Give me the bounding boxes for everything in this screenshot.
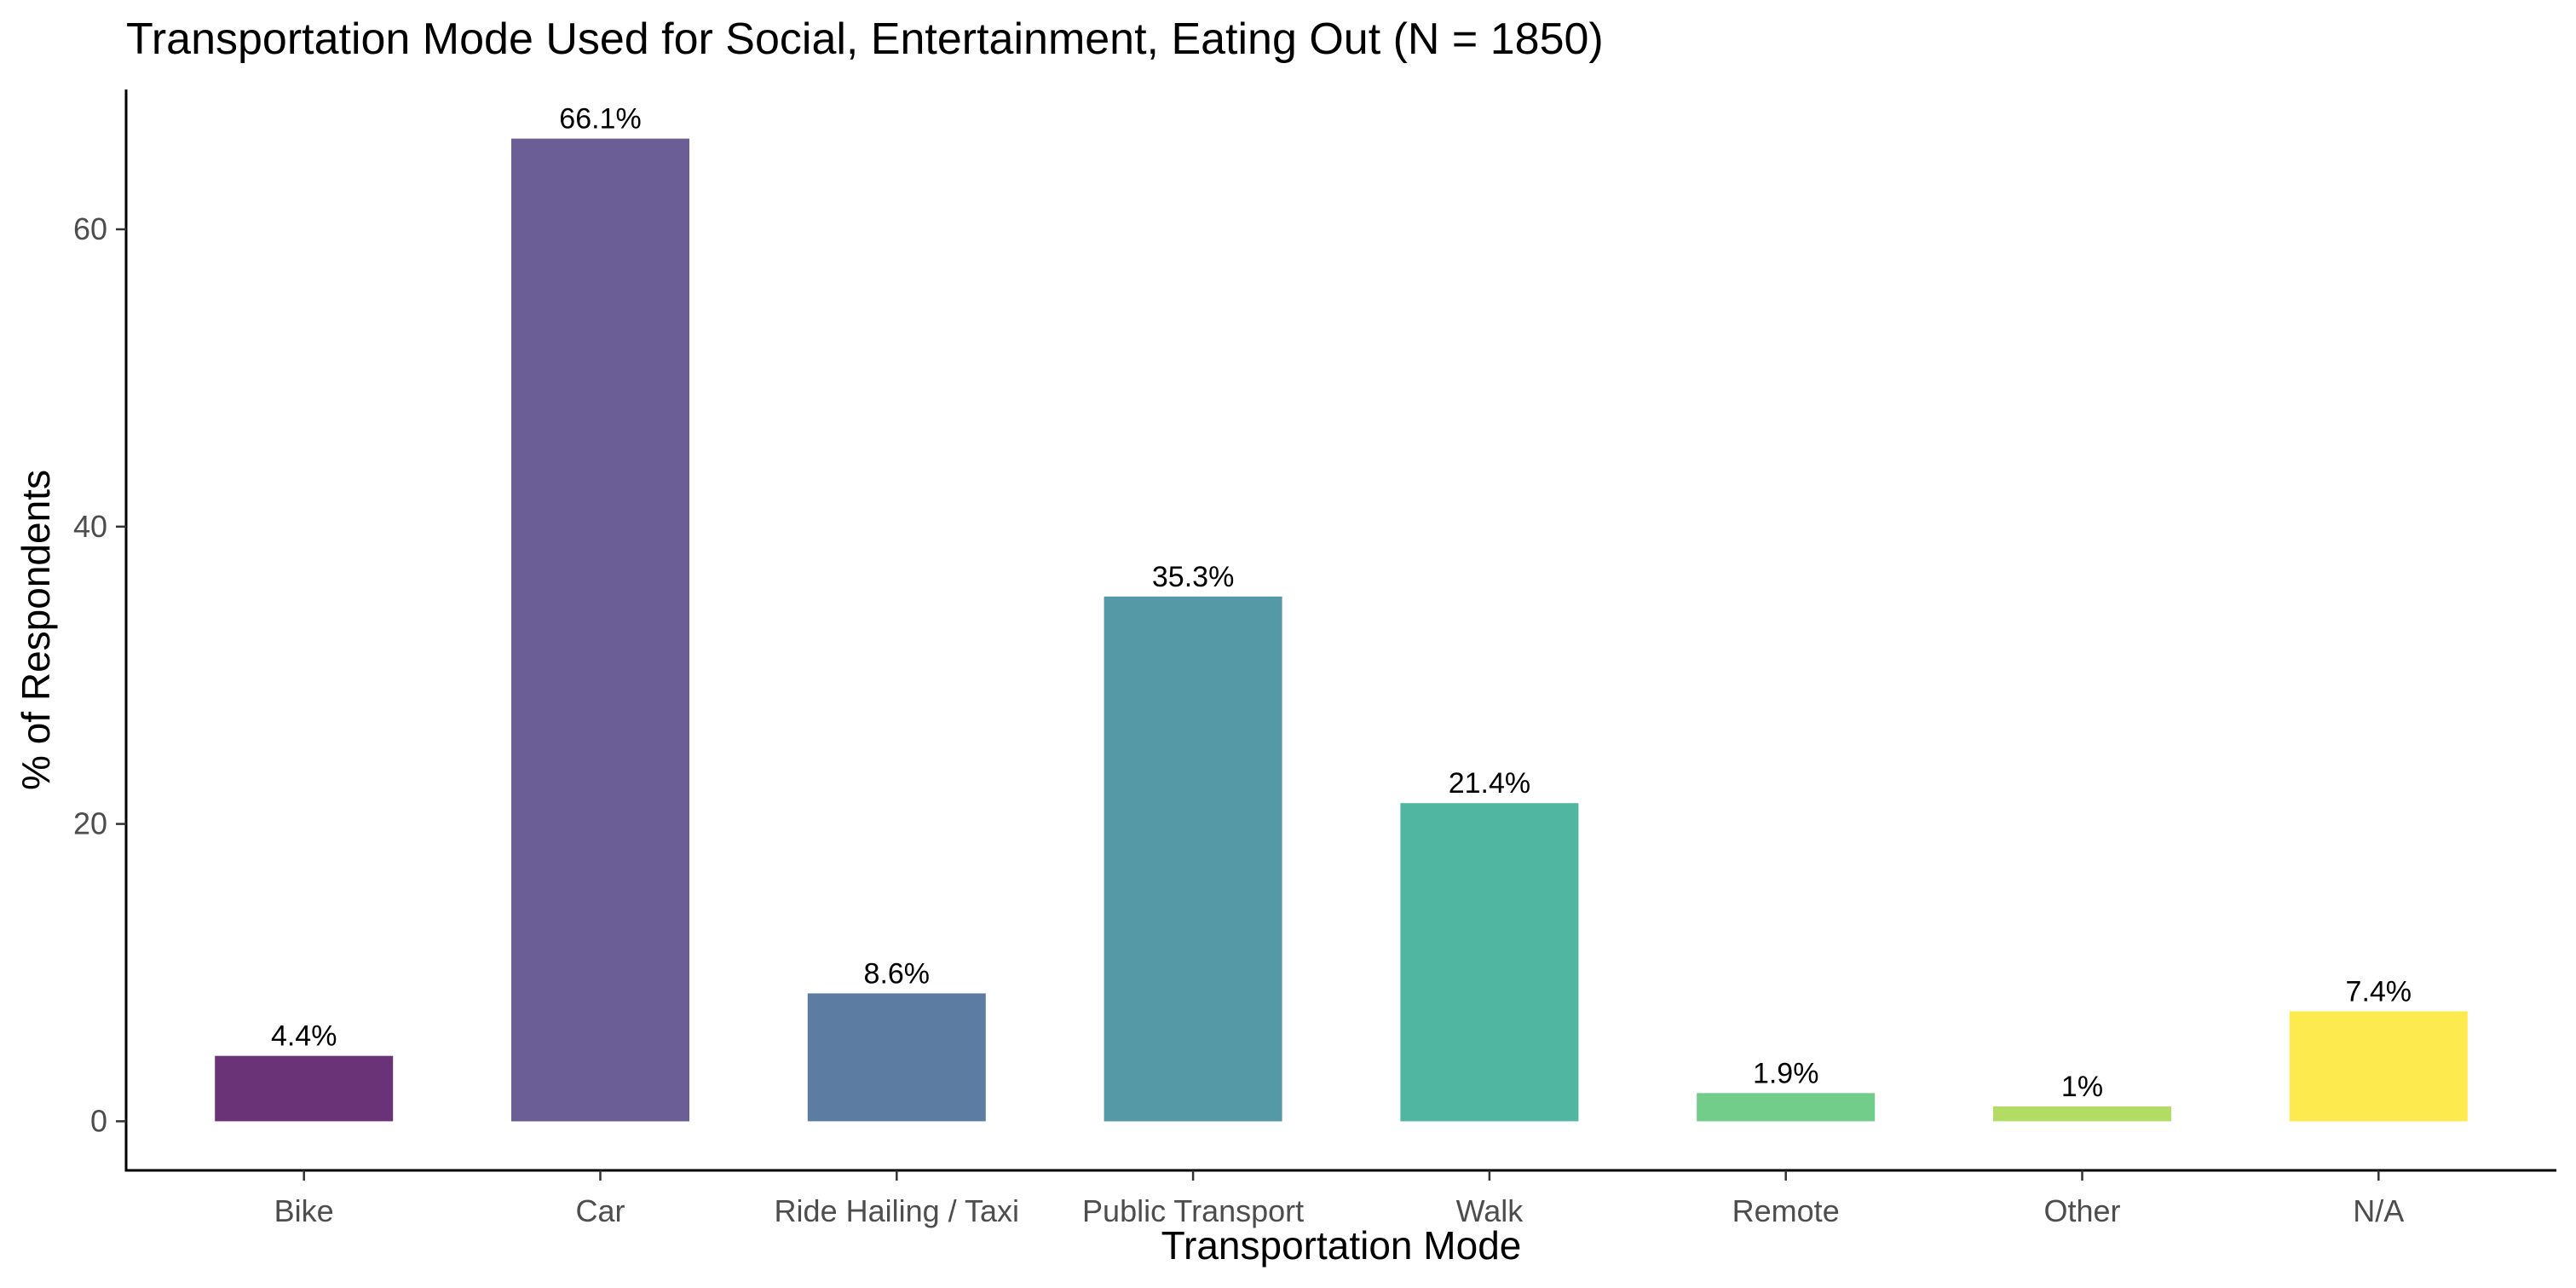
x-tick-label: Ride Hailing / Taxi: [775, 1193, 1019, 1228]
x-tick-label: Bike: [274, 1193, 334, 1228]
y-tick-label: 40: [73, 509, 107, 544]
y-axis-ticks: 0 20 40 60: [73, 211, 126, 1138]
data-label: 4.4%: [271, 1020, 337, 1053]
bar-car: [511, 138, 689, 1122]
data-label: 21.4%: [1449, 767, 1530, 800]
x-tick-label: Other: [2043, 1193, 2120, 1228]
y-axis-title: % of Respondents: [14, 470, 58, 790]
bar-n-a: [2289, 1011, 2468, 1122]
x-axis-ticks: Bike Car Ride Hailing / Taxi Public Transpo…: [274, 1170, 2404, 1228]
x-tick-label: Car: [575, 1193, 625, 1228]
data-label: 7.4%: [2346, 975, 2412, 1008]
x-tick-label: Remote: [1732, 1193, 1840, 1228]
bar-other: [1993, 1106, 2171, 1122]
bar-bike: [215, 1055, 394, 1122]
x-axis-title: Transportation Mode: [1161, 1223, 1522, 1268]
chart-title: Transportation Mode Used for Social, Ent…: [126, 14, 1604, 64]
y-tick-label: 0: [90, 1103, 107, 1138]
bar-walk: [1400, 803, 1579, 1122]
data-label: 66.1%: [559, 103, 641, 136]
x-tick-label: Walk: [1456, 1193, 1524, 1228]
plot-area: 4.4% 66.1% 8.6% 35.3% 21.4% 1.9% 1% 7.4%: [215, 103, 2468, 1122]
y-tick-label: 20: [73, 806, 107, 841]
data-label: 1.9%: [1753, 1057, 1819, 1089]
data-labels: 4.4% 66.1% 8.6% 35.3% 21.4% 1.9% 1% 7.4%: [271, 103, 2412, 1103]
bars: [215, 138, 2468, 1122]
data-label: 8.6%: [864, 957, 931, 990]
y-tick-label: 60: [73, 211, 107, 246]
data-label: 35.3%: [1152, 561, 1234, 593]
x-tick-label: N/A: [2353, 1193, 2404, 1228]
bar-remote: [1697, 1093, 1876, 1122]
bar-public-transport: [1104, 596, 1282, 1122]
x-tick-label: Public Transport: [1082, 1193, 1304, 1228]
data-label: 1%: [2061, 1071, 2103, 1103]
bar-ride-hailing-taxi: [807, 993, 986, 1122]
